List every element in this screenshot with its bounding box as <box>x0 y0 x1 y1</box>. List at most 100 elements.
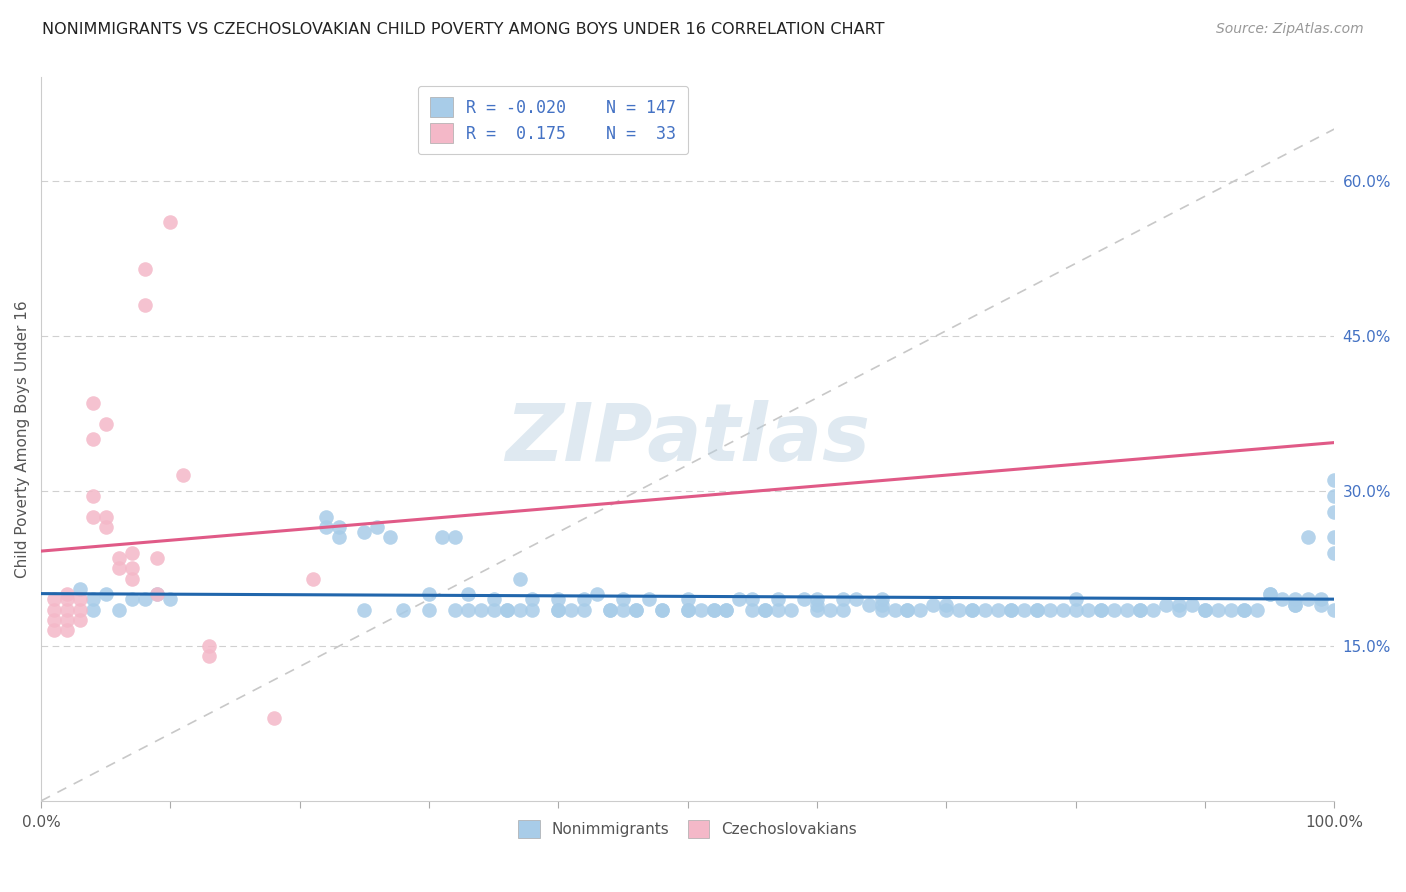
Point <box>1077 603 1099 617</box>
Point <box>960 603 983 617</box>
Y-axis label: Child Poverty Among Boys Under 16: Child Poverty Among Boys Under 16 <box>15 301 30 578</box>
Point <box>353 603 375 617</box>
Point <box>1323 489 1346 503</box>
Point <box>586 587 609 601</box>
Point <box>612 592 634 607</box>
Point <box>560 603 582 617</box>
Point <box>870 592 893 607</box>
Point <box>1323 603 1346 617</box>
Point <box>702 603 724 617</box>
Point <box>960 603 983 617</box>
Point <box>42 613 65 627</box>
Point <box>1025 603 1047 617</box>
Point <box>1258 587 1281 601</box>
Point <box>430 530 453 544</box>
Point <box>482 603 505 617</box>
Point <box>547 592 569 607</box>
Point <box>146 587 169 601</box>
Point <box>121 561 143 575</box>
Point <box>353 525 375 540</box>
Point <box>948 603 970 617</box>
Point <box>107 551 129 566</box>
Point <box>134 261 156 276</box>
Point <box>624 603 647 617</box>
Point <box>82 509 104 524</box>
Point <box>82 603 104 617</box>
Point <box>1116 603 1139 617</box>
Point <box>1298 530 1320 544</box>
Point <box>1064 592 1087 607</box>
Point <box>1271 592 1294 607</box>
Point <box>418 587 440 601</box>
Point <box>1284 598 1306 612</box>
Point <box>676 592 699 607</box>
Point <box>806 598 828 612</box>
Point <box>870 598 893 612</box>
Point <box>470 603 492 617</box>
Point <box>121 592 143 607</box>
Point <box>457 587 479 601</box>
Point <box>702 603 724 617</box>
Point <box>806 592 828 607</box>
Point <box>547 603 569 617</box>
Point <box>831 592 853 607</box>
Point <box>172 468 194 483</box>
Point <box>56 624 79 638</box>
Point <box>780 603 803 617</box>
Point <box>94 587 117 601</box>
Point <box>883 603 905 617</box>
Point <box>1090 603 1112 617</box>
Point <box>754 603 776 617</box>
Point <box>328 530 350 544</box>
Point <box>599 603 621 617</box>
Point <box>69 582 91 596</box>
Point <box>159 592 181 607</box>
Text: Source: ZipAtlas.com: Source: ZipAtlas.com <box>1216 22 1364 37</box>
Point <box>651 603 673 617</box>
Point <box>1323 546 1346 560</box>
Point <box>1052 603 1074 617</box>
Point <box>82 489 104 503</box>
Point <box>94 509 117 524</box>
Point <box>935 603 957 617</box>
Point <box>716 603 738 617</box>
Point <box>728 592 751 607</box>
Point <box>922 598 945 612</box>
Point <box>1194 603 1216 617</box>
Point <box>1233 603 1256 617</box>
Point <box>69 603 91 617</box>
Point <box>42 592 65 607</box>
Point <box>1323 530 1346 544</box>
Point <box>1104 603 1126 617</box>
Legend: Nonimmigrants, Czechoslovakians: Nonimmigrants, Czechoslovakians <box>512 814 863 844</box>
Point <box>94 520 117 534</box>
Point <box>82 432 104 446</box>
Point <box>1323 474 1346 488</box>
Point <box>1194 603 1216 617</box>
Point <box>56 592 79 607</box>
Point <box>1012 603 1035 617</box>
Point <box>1233 603 1256 617</box>
Point <box>1129 603 1152 617</box>
Point <box>974 603 997 617</box>
Point <box>1298 592 1320 607</box>
Point <box>637 592 659 607</box>
Point <box>107 561 129 575</box>
Point <box>612 603 634 617</box>
Point <box>624 603 647 617</box>
Point <box>766 603 789 617</box>
Point <box>716 603 738 617</box>
Point <box>509 572 531 586</box>
Point <box>1168 603 1191 617</box>
Point <box>1142 603 1164 617</box>
Point <box>42 603 65 617</box>
Point <box>121 546 143 560</box>
Point <box>651 603 673 617</box>
Point <box>1168 598 1191 612</box>
Point <box>134 592 156 607</box>
Point <box>987 603 1010 617</box>
Point <box>42 624 65 638</box>
Point <box>1284 598 1306 612</box>
Point <box>392 603 415 617</box>
Point <box>1000 603 1022 617</box>
